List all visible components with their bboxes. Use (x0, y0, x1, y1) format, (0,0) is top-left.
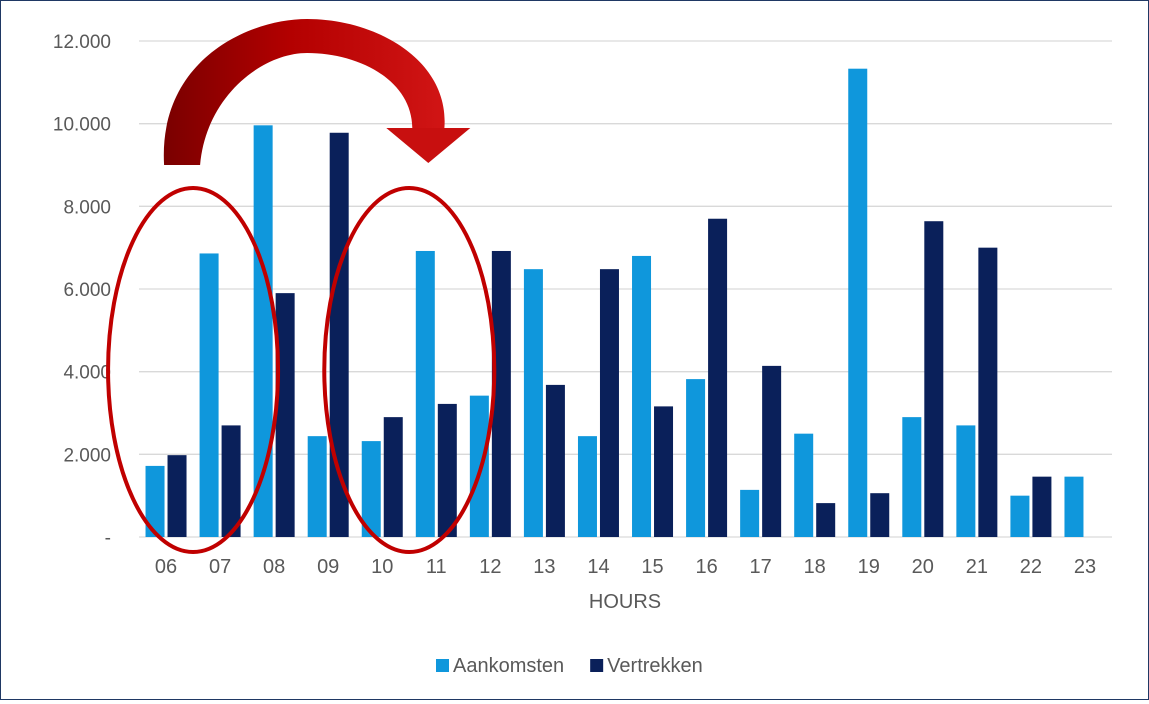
bar-vertrekken-08 (275, 293, 295, 537)
bar-aankomsten-16 (686, 379, 706, 537)
x-tick-label: 16 (695, 556, 717, 578)
bar-aankomsten-23 (1064, 476, 1084, 537)
x-tick-label: 08 (263, 556, 285, 578)
bar-aankomsten-07 (199, 253, 219, 537)
bar-vertrekken-17 (762, 365, 782, 537)
bar-aankomsten-22 (1010, 495, 1030, 537)
bar-aankomsten-10 (361, 441, 381, 537)
x-tick-label: 20 (912, 556, 934, 578)
bar-aankomsten-18 (794, 433, 814, 537)
bar-vertrekken-21 (978, 247, 998, 537)
bar-vertrekken-18 (816, 503, 836, 537)
x-tick-label: 07 (209, 556, 231, 578)
x-tick-label: 21 (966, 556, 988, 578)
x-tick-label: 19 (858, 556, 880, 578)
x-tick-label: 10 (371, 556, 393, 578)
bar-aankomsten-08 (253, 125, 273, 537)
x-tick-label: 12 (479, 556, 501, 578)
bar-aankomsten-13 (523, 269, 543, 537)
bar-vertrekken-14 (599, 269, 619, 537)
y-tick-label: - (105, 528, 111, 549)
y-tick-label: 6.000 (63, 280, 111, 301)
y-tick-label: 8.000 (63, 197, 111, 218)
y-tick-label: 4.000 (63, 363, 111, 384)
bar-vertrekken-15 (654, 406, 674, 537)
bar-vertrekken-13 (545, 384, 565, 537)
x-tick-label: 13 (533, 556, 555, 578)
bar-aankomsten-20 (902, 417, 922, 537)
x-tick-label: 18 (804, 556, 826, 578)
bar-aankomsten-06 (145, 465, 165, 537)
bar-vertrekken-10 (383, 417, 403, 537)
bar-aankomsten-14 (577, 436, 597, 537)
highlight-ellipse (322, 186, 497, 554)
bar-aankomsten-09 (307, 436, 327, 537)
bar-vertrekken-20 (924, 221, 944, 538)
highlight-ellipse (106, 186, 281, 554)
x-tick-label: 14 (587, 556, 609, 578)
bar-aankomsten-21 (956, 425, 976, 537)
bar-vertrekken-16 (708, 218, 728, 537)
bar-vertrekken-11 (437, 403, 457, 537)
bar-aankomsten-17 (740, 489, 760, 537)
bar-vertrekken-12 (491, 250, 511, 537)
curved-arrow-shaft (163, 19, 445, 165)
legend-label: Vertrekken (607, 655, 703, 677)
bar-vertrekken-22 (1032, 476, 1052, 537)
legend: Aankomsten Vertrekken (436, 655, 703, 677)
y-tick-label: 2.000 (63, 445, 111, 466)
x-tick-label: 11 (426, 556, 447, 578)
bar-aankomsten-11 (415, 250, 435, 537)
legend-label: Aankomsten (453, 655, 564, 677)
bar-vertrekken-06 (167, 455, 187, 537)
bar-vertrekken-07 (221, 425, 241, 537)
curved-arrow-head (386, 128, 471, 163)
x-tick-label: 17 (750, 556, 772, 578)
y-tick-label: 10.000 (53, 115, 111, 136)
bar-aankomsten-19 (848, 68, 868, 538)
bar-vertrekken-09 (329, 132, 349, 537)
x-tick-label: 22 (1020, 556, 1042, 578)
x-axis-title: HOURS (589, 591, 661, 613)
x-tick-label: 23 (1074, 556, 1096, 578)
x-tick-label: 09 (317, 556, 339, 578)
bar-vertrekken-19 (870, 493, 890, 537)
x-tick-label: 15 (641, 556, 663, 578)
legend-swatch (590, 659, 604, 672)
bar-aankomsten-15 (632, 255, 652, 537)
y-tick-label: 12.000 (53, 32, 111, 53)
legend-swatch (436, 659, 449, 672)
x-tick-label: 06 (155, 556, 177, 578)
